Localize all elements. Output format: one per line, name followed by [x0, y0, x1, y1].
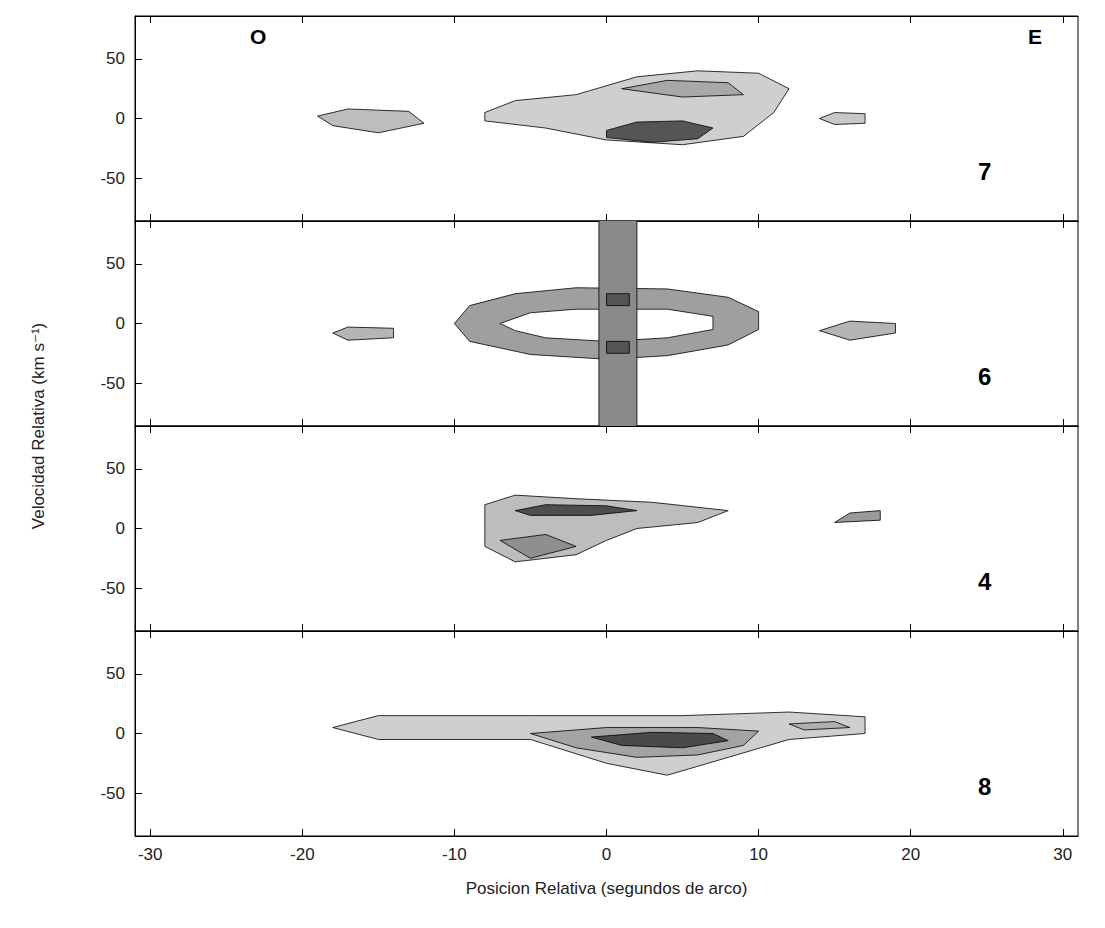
svg-text:-10: -10: [442, 845, 467, 864]
svg-text:O: O: [250, 25, 266, 48]
svg-text:-50: -50: [100, 374, 125, 393]
svg-text:0: 0: [116, 314, 125, 333]
svg-text:E: E: [1028, 25, 1042, 48]
svg-text:-50: -50: [100, 579, 125, 598]
svg-text:0: 0: [602, 845, 611, 864]
svg-text:10: 10: [749, 845, 768, 864]
svg-text:6: 6: [978, 363, 991, 390]
svg-text:50: 50: [106, 254, 125, 273]
svg-text:-50: -50: [100, 784, 125, 803]
svg-text:4: 4: [978, 568, 992, 595]
svg-text:0: 0: [116, 519, 125, 538]
svg-text:-30: -30: [138, 845, 163, 864]
svg-text:20: 20: [901, 845, 920, 864]
svg-text:7: 7: [978, 158, 991, 185]
svg-text:-50: -50: [100, 169, 125, 188]
svg-text:50: 50: [106, 459, 125, 478]
svg-text:50: 50: [106, 49, 125, 68]
svg-text:0: 0: [116, 109, 125, 128]
svg-text:Posicion Relativa (segundos de: Posicion Relativa (segundos de arco): [466, 879, 748, 898]
svg-text:8: 8: [978, 773, 991, 800]
svg-text:0: 0: [116, 724, 125, 743]
svg-text:-20: -20: [290, 845, 315, 864]
svg-text:30: 30: [1053, 845, 1072, 864]
svg-text:50: 50: [106, 664, 125, 683]
svg-text:Velocidad Relativa (km s⁻¹): Velocidad Relativa (km s⁻¹): [29, 323, 48, 529]
